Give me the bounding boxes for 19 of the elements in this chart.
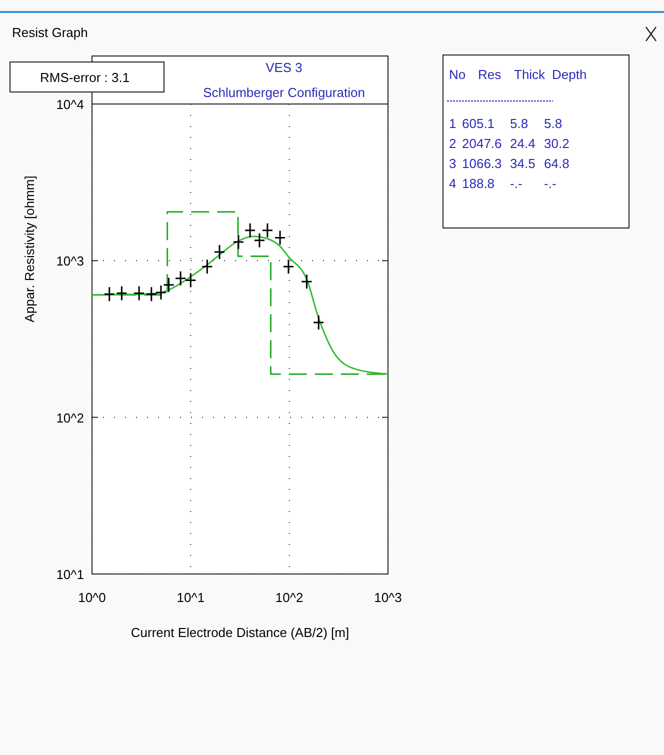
x-tick-label: 10^0 [78, 590, 106, 605]
text: 4 188.8 -.- -.- [449, 176, 556, 191]
y-tick-label: 10^1 [56, 567, 84, 582]
text: 3 1066.3 34.5 64.8 [449, 156, 570, 171]
x-tick-label: 10^3 [374, 590, 402, 605]
x-tick-label: 10^2 [275, 590, 304, 605]
x-tick-label: 10^1 [176, 590, 205, 605]
text: RMS-error : 3.1 [40, 70, 130, 85]
y-tick-label: 10^4 [56, 97, 84, 112]
text: No Res Thick Depth [449, 67, 587, 82]
y-tick-label: 10^3 [56, 254, 84, 269]
x-axis-title: Current Electrode Distance (AB/2) [m] [130, 625, 350, 640]
text: Resist Graph [12, 25, 88, 40]
y-tick-label: 10^2 [56, 410, 84, 426]
chart-title: VES 3 [266, 60, 302, 75]
text: 1 605.1 5.8 5.8 [449, 116, 562, 131]
text: 2 2047.6 24.4 30.2 [449, 136, 570, 151]
chart-subtitle: Schlumberger Configuration [203, 85, 365, 100]
y-axis-title: Appar. Resistivity [ohmm] [22, 176, 37, 322]
